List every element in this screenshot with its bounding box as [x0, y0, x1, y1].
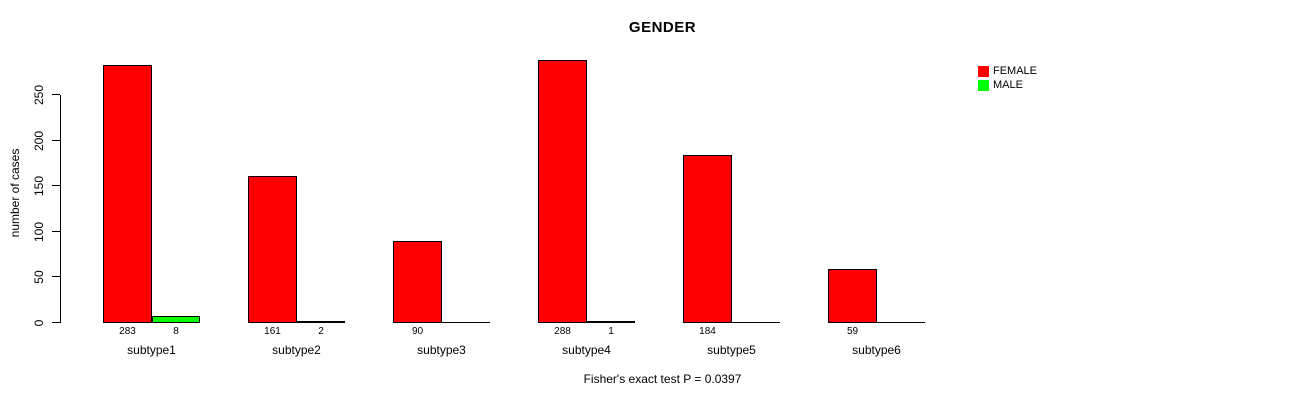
bar-female-subtype6 — [828, 269, 877, 323]
legend-row: MALE — [978, 78, 1037, 92]
value-label-female: 161 — [264, 326, 281, 337]
value-label-female: 90 — [411, 326, 424, 337]
y-axis-line — [60, 95, 61, 323]
y-tick-label: 0 — [32, 319, 46, 327]
caption: Fisher's exact test P = 0.0397 — [583, 372, 742, 386]
value-label-female: 59 — [846, 326, 859, 337]
y-axis-label: number of cases — [8, 148, 22, 238]
bar-female-subtype4 — [538, 60, 587, 323]
category-label-subtype2: subtype2 — [272, 343, 321, 357]
y-tick-label: 50 — [32, 270, 46, 284]
y-tick-mark — [52, 185, 60, 186]
value-label-female: 184 — [699, 326, 716, 337]
bar-female-subtype5 — [683, 155, 732, 323]
y-tick-label: 200 — [32, 130, 46, 152]
legend-row: FEMALE — [978, 64, 1037, 78]
category-label-subtype3: subtype3 — [417, 343, 466, 357]
bar-female-subtype3 — [393, 241, 442, 323]
category-label-subtype6: subtype6 — [852, 343, 901, 357]
y-tick-mark — [52, 140, 60, 141]
value-label-male: 8 — [173, 326, 179, 337]
y-tick-mark — [52, 231, 60, 232]
category-label-subtype5: subtype5 — [707, 343, 756, 357]
legend: FEMALE MALE — [978, 64, 1037, 92]
value-label-female: 283 — [119, 326, 136, 337]
chart-title: GENDER — [628, 19, 697, 36]
legend-swatch-female — [978, 65, 989, 77]
legend-label: MALE — [993, 79, 1023, 91]
y-tick-mark — [52, 322, 60, 323]
bar-male-subtype1 — [152, 316, 200, 323]
legend-label: FEMALE — [993, 65, 1038, 77]
bar-female-subtype1 — [103, 65, 152, 323]
category-label-subtype4: subtype4 — [562, 343, 611, 357]
value-label-male: 1 — [608, 326, 614, 337]
value-label-female: 288 — [554, 326, 571, 337]
bar-male-subtype2 — [297, 321, 345, 323]
y-tick-label: 150 — [32, 175, 46, 197]
bar-female-subtype2 — [248, 176, 297, 323]
y-tick-mark — [52, 94, 60, 95]
value-label-male: 2 — [318, 326, 324, 337]
y-tick-label: 250 — [32, 84, 46, 106]
bar-male-subtype4 — [587, 321, 635, 323]
y-tick-mark — [52, 276, 60, 277]
y-tick-label: 100 — [32, 221, 46, 243]
category-label-subtype1: subtype1 — [127, 343, 176, 357]
legend-swatch-male — [978, 79, 989, 91]
